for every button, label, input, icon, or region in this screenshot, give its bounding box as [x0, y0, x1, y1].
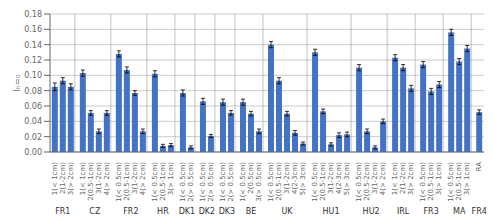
- svg-text:2(> 0.5cm): 2(> 0.5cm): [227, 162, 235, 202]
- svg-text:0.16: 0.16: [24, 25, 42, 34]
- svg-text:0.18: 0.18: [24, 10, 42, 19]
- svg-text:3(> 2cm): 3(> 2cm): [67, 162, 75, 195]
- svg-text:DK3: DK3: [219, 207, 236, 214]
- svg-text:2(0.5-1cm): 2(0.5-1cm): [319, 162, 327, 201]
- svg-text:1(< 0.5cm): 1(< 0.5cm): [239, 162, 247, 202]
- svg-text:1(< 1cm): 1(< 1cm): [391, 162, 399, 195]
- svg-text:FR3: FR3: [424, 207, 439, 214]
- svg-text:HR: HR: [157, 207, 169, 214]
- svg-text:1(< 0.5cm): 1(< 0.5cm): [179, 162, 187, 202]
- svg-text:1(< 0.5cm): 1(< 0.5cm): [151, 162, 159, 202]
- svg-text:5(> 3cm): 5(> 3cm): [343, 162, 351, 195]
- svg-text:1(< 0.5cm): 1(< 0.5cm): [419, 162, 427, 202]
- svg-text:3(1-2cm): 3(1-2cm): [131, 162, 139, 194]
- svg-text:DK2: DK2: [199, 207, 216, 214]
- svg-text:2(1-2cm): 2(1-2cm): [59, 162, 67, 194]
- svg-text:IRL: IRL: [397, 207, 410, 214]
- svg-text:0.12: 0.12: [24, 56, 42, 65]
- svg-text:2(1-2cm): 2(1-2cm): [399, 162, 407, 194]
- svg-text:UK: UK: [281, 207, 293, 214]
- svg-text:FR4: FR4: [472, 207, 487, 214]
- svg-text:2(> 0.5cm): 2(> 0.5cm): [207, 162, 215, 202]
- svg-text:4(2-3cm): 4(2-3cm): [291, 162, 299, 194]
- svg-text:3(> 1cm): 3(> 1cm): [463, 162, 471, 195]
- svg-text:DK1: DK1: [179, 207, 196, 214]
- svg-text:2(0.5-2cm): 2(0.5-2cm): [363, 162, 371, 201]
- svg-text:4(> 2cm): 4(> 2cm): [139, 162, 147, 195]
- svg-text:2(0.5-1cm): 2(0.5-1cm): [123, 162, 131, 201]
- svg-text:HU2: HU2: [363, 207, 380, 214]
- svg-text:0.10: 0.10: [24, 71, 42, 80]
- svg-text:FR2: FR2: [123, 207, 138, 214]
- svg-text:3(> 0.5cm): 3(> 0.5cm): [255, 162, 263, 202]
- svg-text:Iₕ=₀: Iₕ=₀: [12, 74, 22, 92]
- svg-text:1(< 0.5cm): 1(< 0.5cm): [311, 162, 319, 202]
- svg-text:FR1: FR1: [55, 207, 70, 214]
- svg-text:2(0.5-1cm): 2(0.5-1cm): [455, 162, 463, 201]
- svg-text:1(< 0.5cm): 1(< 0.5cm): [115, 162, 123, 202]
- svg-text:1(< 0.5cm): 1(< 0.5cm): [199, 162, 207, 202]
- svg-text:3(1-2cm): 3(1-2cm): [283, 162, 291, 194]
- svg-text:2(0.5-1cm): 2(0.5-1cm): [159, 162, 167, 201]
- svg-text:2(0.5cm): 2(0.5cm): [247, 162, 255, 194]
- svg-text:0.14: 0.14: [24, 41, 42, 50]
- svg-text:BE: BE: [246, 207, 257, 214]
- svg-text:HU1: HU1: [323, 207, 340, 214]
- svg-text:MA: MA: [453, 207, 466, 214]
- svg-text:3(> 1cm): 3(> 1cm): [435, 162, 443, 195]
- svg-text:2(0.5-1cm): 2(0.5-1cm): [87, 162, 95, 201]
- svg-text:4(> 2cm): 4(> 2cm): [103, 162, 111, 195]
- svg-text:2(0.5-1cm): 2(0.5-1cm): [275, 162, 283, 201]
- svg-text:0.04: 0.04: [24, 117, 42, 126]
- svg-text:3(1-2cm): 3(1-2cm): [371, 162, 379, 194]
- svg-text:0.06: 0.06: [24, 102, 42, 111]
- svg-text:1(< 0.5cm): 1(< 0.5cm): [267, 162, 275, 202]
- svg-text:0.02: 0.02: [24, 133, 42, 142]
- svg-text:3(1-2cm): 3(1-2cm): [95, 162, 103, 194]
- svg-text:1(< 0.5cm): 1(< 0.5cm): [355, 162, 363, 202]
- svg-text:3(> 2cm): 3(> 2cm): [407, 162, 415, 195]
- svg-text:3(> 1cm): 3(> 1cm): [167, 162, 175, 195]
- svg-text:1(< 0.5cm): 1(< 0.5cm): [219, 162, 227, 202]
- svg-text:2(0.5-1cm): 2(0.5-1cm): [427, 162, 435, 201]
- svg-text:4(> 2cm): 4(> 2cm): [379, 162, 387, 195]
- svg-text:0.00: 0.00: [24, 148, 42, 157]
- svg-text:3(1-2cm): 3(1-2cm): [327, 162, 335, 194]
- svg-text:1(< 0.5cm): 1(< 0.5cm): [447, 162, 455, 202]
- svg-text:RA: RA: [475, 162, 483, 172]
- svg-text:1(< 1cm): 1(< 1cm): [51, 162, 59, 195]
- svg-text:CZ: CZ: [89, 207, 101, 214]
- svg-text:2(> 0.5cm): 2(> 0.5cm): [187, 162, 195, 202]
- svg-text:1(< 1cm): 1(< 1cm): [79, 162, 87, 195]
- svg-text:5(> 3cm): 5(> 3cm): [299, 162, 307, 195]
- svg-text:0.08: 0.08: [24, 87, 42, 96]
- svg-text:4(2-3cm): 4(2-3cm): [335, 162, 343, 194]
